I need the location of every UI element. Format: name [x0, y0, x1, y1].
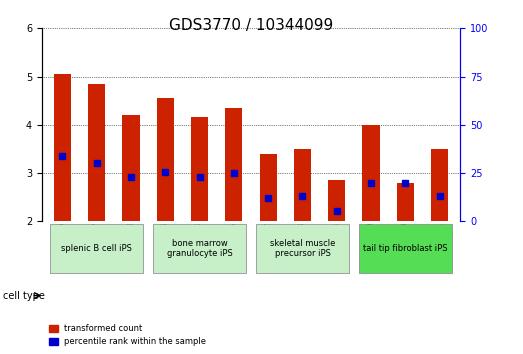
FancyBboxPatch shape: [256, 224, 349, 273]
Bar: [328, 180, 345, 221]
FancyBboxPatch shape: [153, 224, 246, 273]
FancyBboxPatch shape: [359, 224, 452, 273]
Text: tail tip fibroblast iPS: tail tip fibroblast iPS: [363, 244, 448, 253]
Text: GSM565756: GSM565756: [58, 222, 67, 268]
Text: GSM565763: GSM565763: [298, 222, 307, 268]
Text: GSM565759: GSM565759: [367, 222, 376, 268]
Bar: [157, 98, 174, 221]
Bar: [259, 154, 277, 221]
FancyBboxPatch shape: [50, 224, 143, 273]
Text: splenic B cell iPS: splenic B cell iPS: [61, 244, 132, 253]
Legend: transformed count, percentile rank within the sample: transformed count, percentile rank withi…: [46, 321, 210, 350]
Bar: [122, 115, 140, 221]
Text: GSM565761: GSM565761: [435, 222, 444, 268]
Text: GSM565758: GSM565758: [127, 222, 135, 268]
Bar: [225, 108, 243, 221]
Bar: [397, 183, 414, 221]
Text: bone marrow
granulocyte iPS: bone marrow granulocyte iPS: [167, 239, 232, 258]
Text: cell type: cell type: [3, 291, 44, 301]
Bar: [431, 149, 448, 221]
Text: GSM565755: GSM565755: [230, 222, 238, 268]
Text: GSM565760: GSM565760: [401, 222, 410, 268]
Bar: [88, 84, 105, 221]
Text: GSM565762: GSM565762: [264, 222, 272, 268]
Bar: [191, 118, 208, 221]
Text: GSM565757: GSM565757: [92, 222, 101, 268]
Bar: [362, 125, 380, 221]
Bar: [54, 74, 71, 221]
Text: GDS3770 / 10344099: GDS3770 / 10344099: [169, 18, 333, 33]
Text: GSM565764: GSM565764: [332, 222, 342, 268]
Text: GSM565753: GSM565753: [161, 222, 170, 268]
Bar: [294, 149, 311, 221]
Text: skeletal muscle
precursor iPS: skeletal muscle precursor iPS: [270, 239, 335, 258]
Text: GSM565754: GSM565754: [195, 222, 204, 268]
